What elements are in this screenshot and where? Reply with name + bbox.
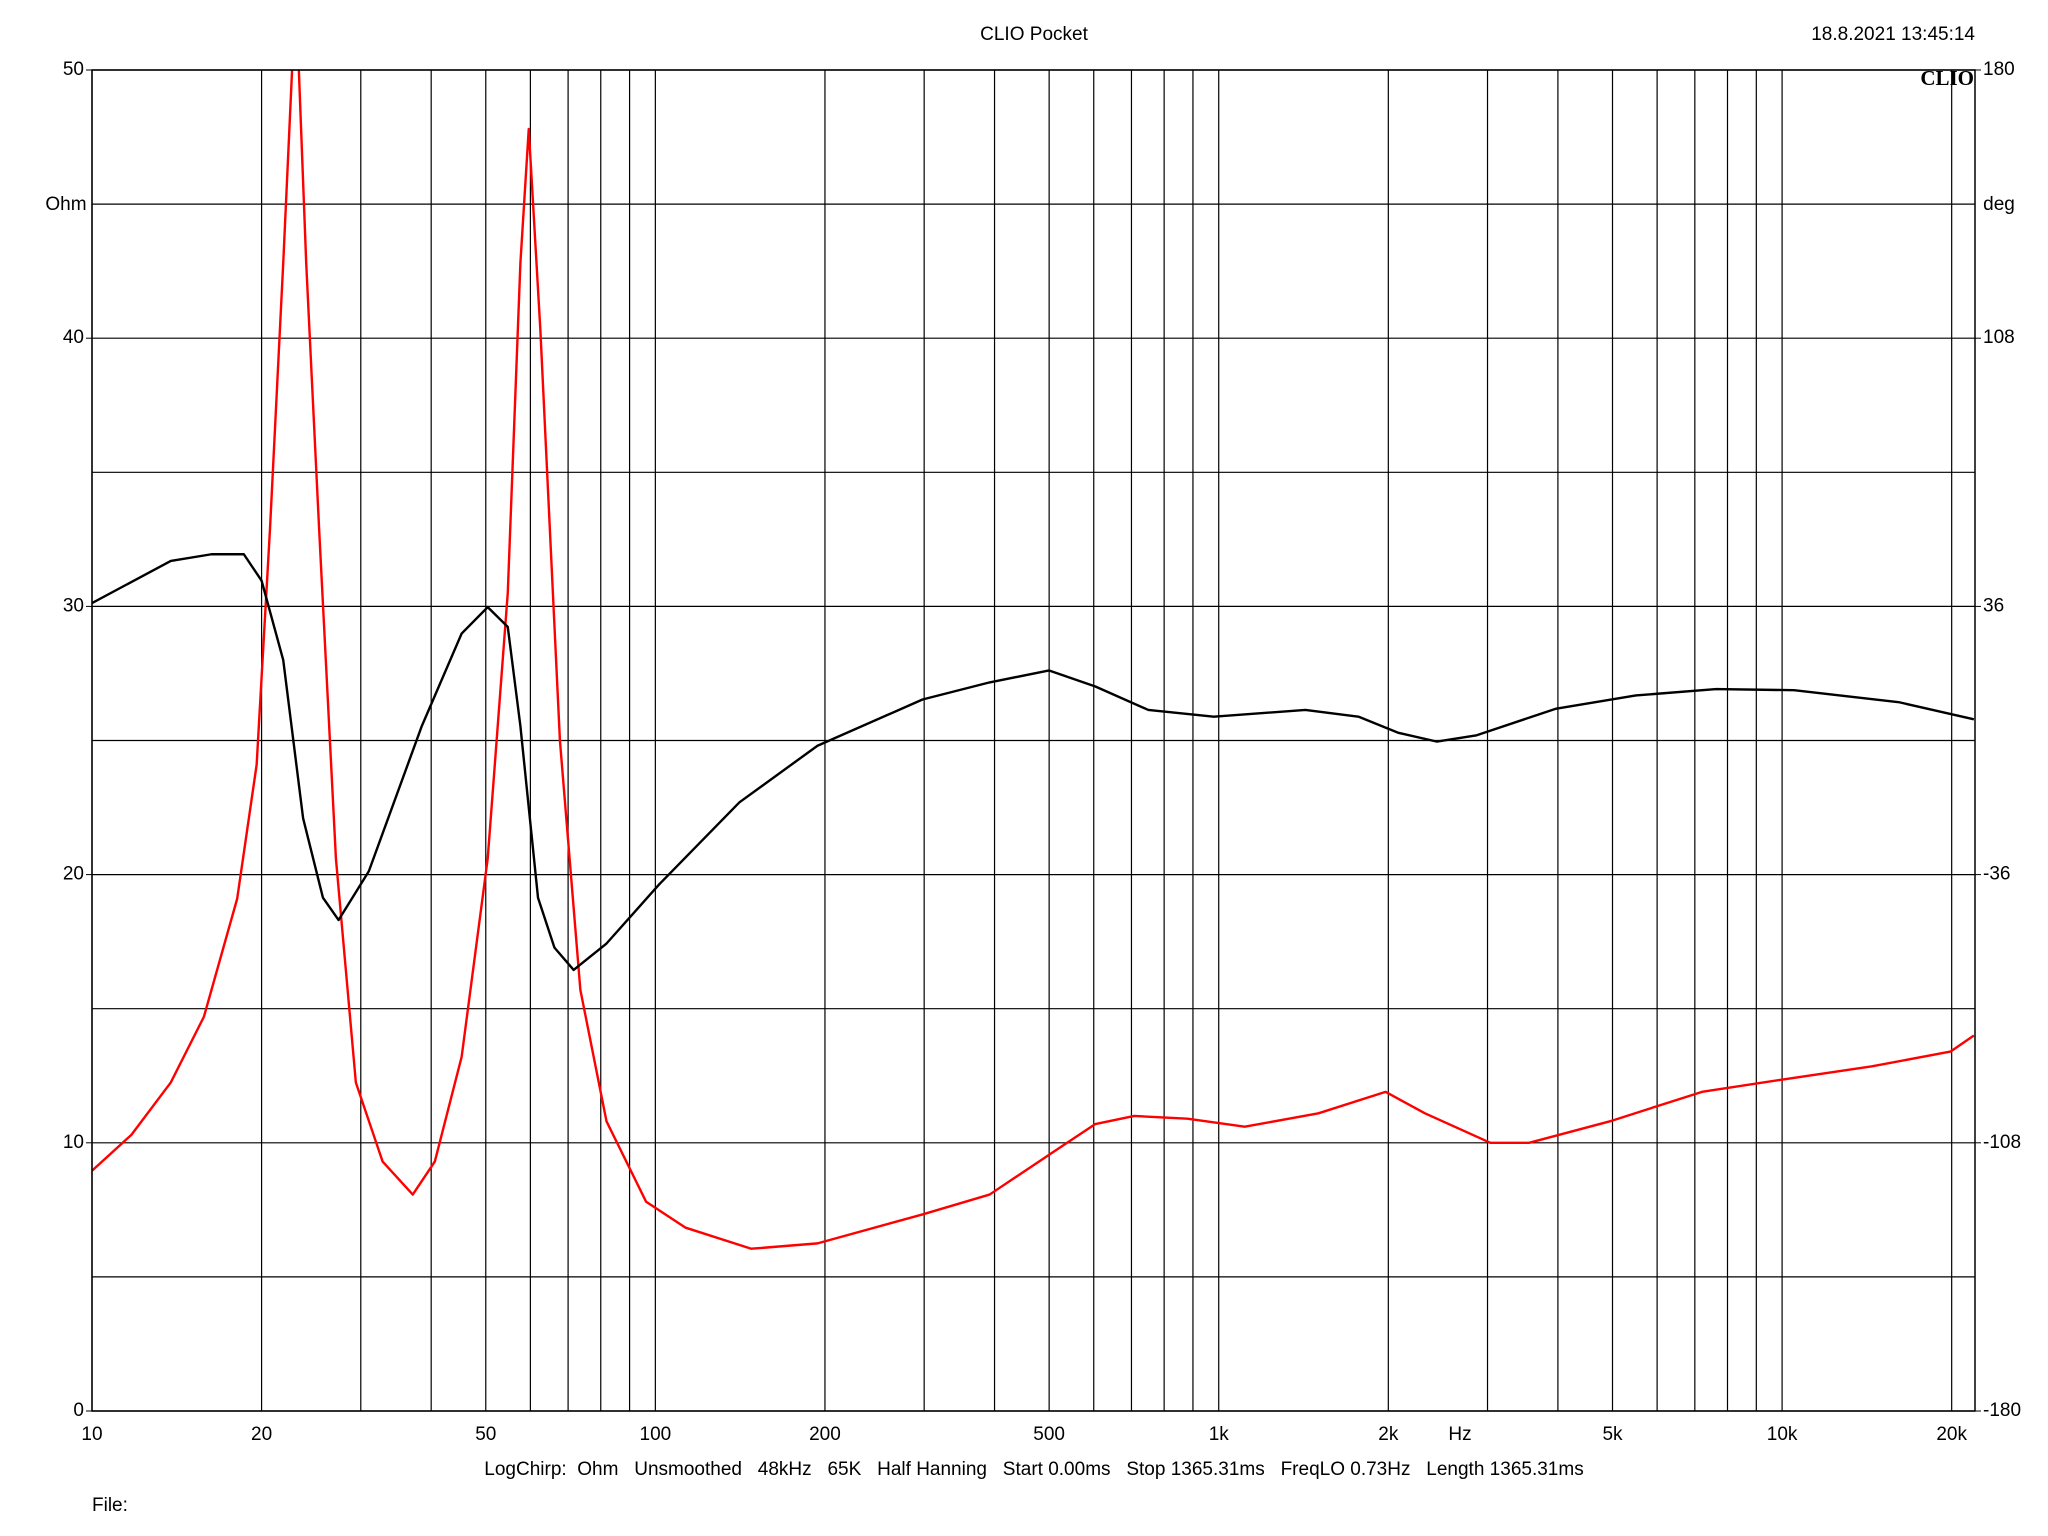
y2-tick-label: -180 [1983, 1400, 2021, 1421]
x-axis-unit: Hz [1448, 1424, 1471, 1445]
x-tick-label: 20 [251, 1424, 272, 1445]
series-line [92, 70, 1975, 1250]
y-tick-label: 20 [63, 864, 84, 885]
x-tick-label: 20k [1936, 1424, 1967, 1445]
y-tick-label: 30 [63, 595, 84, 616]
y-tick-label: 0 [73, 1400, 84, 1421]
y2-tick-label: 180 [1983, 59, 2015, 80]
timestamp: 18.8.2021 13:45:14 [1811, 24, 1975, 45]
y-tick-label: 50 [63, 59, 84, 80]
chart-title: CLIO Pocket [980, 24, 1088, 45]
grid [86, 69, 1981, 1412]
x-tick-label: 500 [1033, 1424, 1065, 1445]
plot-frame [91, 69, 1976, 1412]
x-tick-label: 2k [1378, 1424, 1399, 1445]
y-tick-label: 10 [63, 1132, 84, 1153]
y-axis-label: Ohm [45, 194, 86, 215]
x-tick-label: 50 [475, 1424, 496, 1445]
x-tick-label: 5k [1602, 1424, 1623, 1445]
series-line [92, 553, 1975, 972]
y2-tick-label: 36 [1983, 595, 2004, 616]
y-tick-label: 40 [63, 327, 84, 348]
x-tick-label: 10k [1767, 1424, 1798, 1445]
x-tick-label: 200 [809, 1424, 841, 1445]
x-tick-label: 100 [640, 1424, 672, 1445]
y2-tick-label: 108 [1983, 327, 2015, 348]
x-tick-label: 1k [1209, 1424, 1230, 1445]
x-tick-label: 10 [81, 1424, 102, 1445]
y2-axis-label: deg [1983, 194, 2015, 215]
plot-area [92, 70, 1975, 1250]
y2-tick-label: -36 [1983, 864, 2010, 885]
file-label: File: [92, 1495, 128, 1516]
y2-tick-label: -108 [1983, 1132, 2021, 1153]
footer: LogChirp: Ohm Unsmoothed 48kHz 65K Half … [484, 1459, 1583, 1480]
